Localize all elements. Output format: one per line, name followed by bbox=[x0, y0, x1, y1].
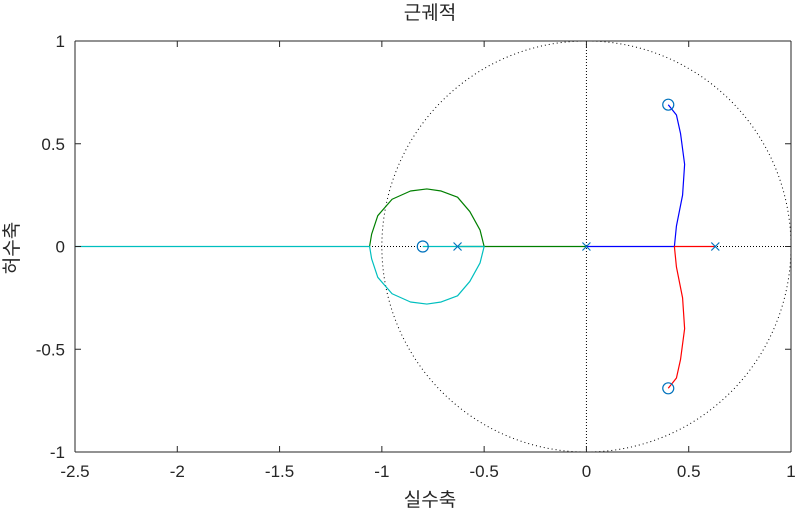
y-tick-label: 0 bbox=[56, 238, 65, 257]
zero-marker-1 bbox=[416, 240, 429, 253]
y-tick-label: -0.5 bbox=[36, 340, 65, 359]
x-axis-title: 실수축 bbox=[404, 489, 456, 511]
locus-branch-4 bbox=[75, 245, 485, 305]
y-tick-label: -1 bbox=[50, 443, 65, 462]
y-tick-label: 0.5 bbox=[41, 135, 65, 154]
y-tick-label: 1 bbox=[56, 32, 65, 51]
plot-area bbox=[75, 41, 791, 452]
x-tick-label: 0 bbox=[582, 462, 591, 481]
x-tick-label: -0.5 bbox=[469, 462, 498, 481]
x-tick-label: 1 bbox=[786, 462, 795, 481]
zero-marker-3 bbox=[662, 382, 675, 395]
pole-marker-2 bbox=[582, 242, 591, 251]
locus-branch-1 bbox=[586, 104, 686, 248]
plot-clip-group bbox=[75, 41, 791, 452]
y-axis-title: 허수축 bbox=[1, 222, 23, 274]
locus-branch-2 bbox=[667, 245, 716, 389]
x-tick-label: -1 bbox=[374, 462, 389, 481]
chart-title: 근궤적 bbox=[404, 2, 456, 24]
pole-marker-3 bbox=[710, 242, 720, 251]
x-tick-label: 0.5 bbox=[677, 462, 701, 481]
x-tick-label: -2.5 bbox=[60, 462, 89, 481]
pole-marker-1 bbox=[453, 242, 462, 251]
x-tick-label: -2 bbox=[170, 462, 185, 481]
x-tick-label: -1.5 bbox=[265, 462, 294, 481]
axes: -2.5 -2 -1.5 -1 -0.5 0 0.5 1 1 0.5 0 -0.5 -1 bbox=[36, 32, 796, 481]
zero-marker-2 bbox=[662, 98, 675, 111]
